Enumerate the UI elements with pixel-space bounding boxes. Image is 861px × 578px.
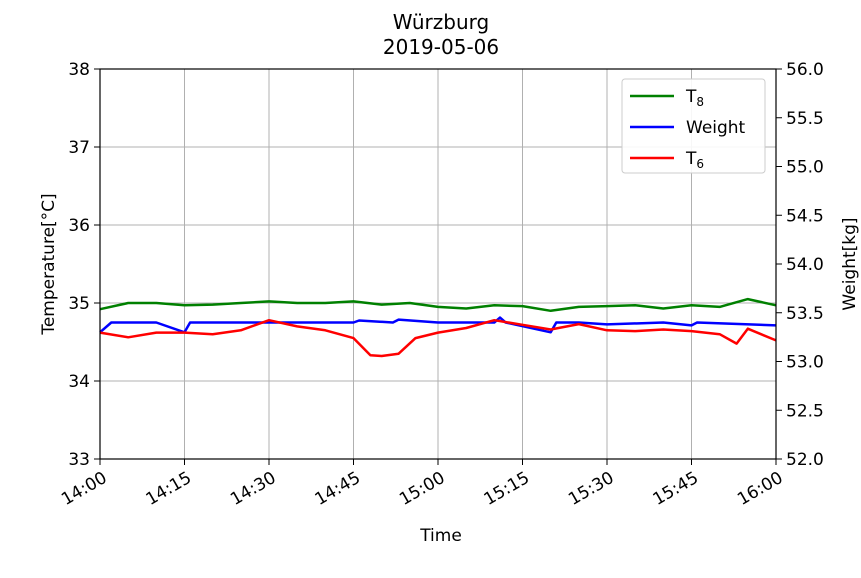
y-right-tick-label: 55.0 bbox=[786, 158, 824, 178]
y-right-tick-label: 54.5 bbox=[786, 206, 824, 226]
x-tick-label: 16:00 bbox=[734, 468, 786, 510]
x-tick-label: 15:45 bbox=[650, 468, 702, 510]
series-layer bbox=[99, 297, 777, 358]
chart-title-group: Würzburg 2019-05-06 bbox=[383, 10, 499, 59]
y-axis-left: 33 34 35 36 37 38 bbox=[68, 60, 100, 470]
x-tick-label: 14:45 bbox=[312, 468, 364, 510]
y-left-tick-label: 36 bbox=[68, 216, 90, 236]
legend-label-main: T bbox=[685, 87, 697, 107]
y-right-tick-label: 55.5 bbox=[786, 109, 824, 129]
y-axis-left-label: Temperature[°C] bbox=[39, 193, 59, 335]
series-line-weight bbox=[99, 316, 777, 334]
y-axis-right: 52.0 52.5 53.0 53.5 54.0 54.5 55.0 55.5 56.0 bbox=[776, 60, 824, 470]
y-right-tick-label: 52.0 bbox=[786, 450, 824, 470]
y-right-tick-label: 53.5 bbox=[786, 304, 824, 324]
y-right-tick-label: 54.0 bbox=[786, 255, 824, 275]
x-tick-label: 15:30 bbox=[565, 468, 617, 510]
y-left-tick-label: 38 bbox=[68, 60, 90, 80]
chart-title: Würzburg bbox=[393, 10, 489, 34]
legend-box bbox=[621, 78, 766, 174]
legend-label-main: Weight bbox=[686, 118, 746, 138]
chart-subtitle: 2019-05-06 bbox=[383, 35, 499, 59]
legend-label-subscript: 6 bbox=[696, 157, 704, 171]
x-tick-label: 14:30 bbox=[227, 468, 279, 510]
y-left-tick-label: 34 bbox=[68, 372, 90, 392]
x-tick-label: 14:00 bbox=[58, 468, 110, 510]
x-axis-label: Time bbox=[419, 526, 462, 546]
legend-label: T6 bbox=[685, 149, 704, 171]
x-tick-label: 15:15 bbox=[481, 468, 533, 510]
legend-label-subscript: 8 bbox=[696, 95, 704, 109]
y-right-tick-label: 53.0 bbox=[786, 353, 824, 373]
x-axis: 14:00 14:15 14:30 14:45 15:00 15:15 15:30 15:45… bbox=[58, 459, 787, 510]
y-left-tick-label: 37 bbox=[68, 138, 90, 158]
legend-label: T8 bbox=[685, 87, 704, 109]
legend-label: Weight bbox=[686, 118, 746, 138]
y-right-tick-label: 52.5 bbox=[786, 401, 824, 421]
x-tick-label: 15:00 bbox=[396, 468, 448, 510]
series-line-t6 bbox=[99, 318, 777, 358]
y-right-tick-label: 56.0 bbox=[786, 60, 824, 80]
y-axis-right-label: Weight[kg] bbox=[840, 217, 860, 310]
x-tick-label: 14:15 bbox=[143, 468, 195, 510]
series-line-t8 bbox=[99, 297, 777, 313]
y-left-tick-label: 33 bbox=[68, 450, 90, 470]
y-left-tick-label: 35 bbox=[68, 294, 90, 314]
legend-label-main: T bbox=[685, 149, 697, 169]
